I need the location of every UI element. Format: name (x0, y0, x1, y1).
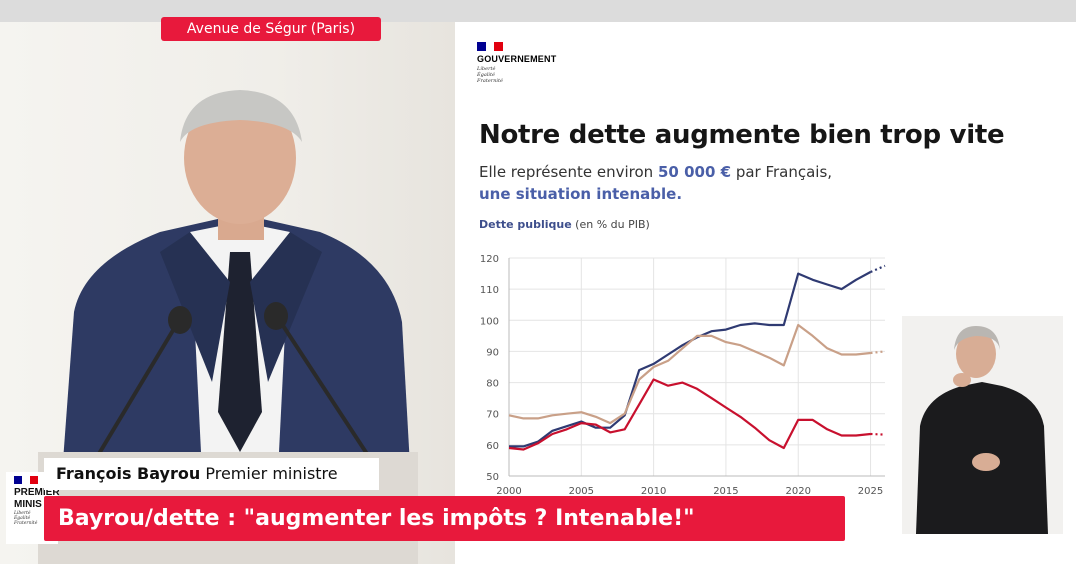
series-line-3 (508, 378, 871, 451)
slide-title: Notre dette augmente bien trop vite (479, 120, 1005, 150)
y-tick-label: 50 (486, 472, 499, 483)
series-projection-1 (870, 264, 886, 274)
debt-per-person: 50 000 € (657, 163, 732, 181)
headline-banner: Bayrou/dette : "augmenter les impôts ? I… (44, 496, 845, 541)
interpreter-figure (916, 326, 1048, 534)
debt-line-chart: 50 60 70 80 90 100 110 120 2000 2005 2010 2015 2020 2… (480, 254, 886, 497)
government-motto: Liberté Égalité Fraternité (477, 66, 503, 84)
french-flag-icon (477, 42, 504, 51)
speaker-role: Premier ministre (205, 464, 338, 483)
speaker-name: François Bayrou (56, 464, 201, 483)
y-tick-label: 80 (486, 379, 499, 390)
y-tick-label: 110 (480, 285, 499, 296)
x-tick-label: 2000 (496, 486, 521, 497)
x-tick-label: 2005 (569, 486, 594, 497)
y-tick-label: 120 (480, 254, 499, 265)
speaker-figure (60, 90, 412, 504)
x-tick-label: 2020 (786, 486, 811, 497)
speaker-nameplate: François Bayrou Premier ministre (44, 458, 379, 490)
y-tick-label: 60 (486, 441, 499, 452)
subtitle-highlight: une situation intenable. (479, 185, 683, 203)
x-tick-label: 2010 (641, 486, 666, 497)
french-flag-icon (14, 476, 38, 484)
top-strip (0, 0, 1076, 22)
series-line-2 (508, 323, 871, 425)
x-tick-label: 2015 (713, 486, 738, 497)
series-projection-3 (870, 432, 886, 436)
x-tick-label: 2025 (858, 486, 883, 497)
y-tick-label: 100 (480, 316, 499, 327)
y-tick-label: 90 (486, 347, 499, 358)
y-tick-label: 70 (486, 410, 499, 421)
slide-subtitle: Elle représente environ 50 000 € par Fra… (479, 163, 833, 203)
government-name: GOUVERNEMENT (477, 54, 557, 64)
presentation-slide: GOUVERNEMENT Liberté Égalité Fraternité … (455, 22, 1076, 564)
sign-language-interpreter (902, 316, 1063, 534)
chart-label: Dette publique (en % du PIB) (479, 218, 650, 231)
location-tag: Avenue de Ségur (Paris) (161, 17, 381, 41)
series-line-1 (509, 271, 872, 448)
government-logo: GOUVERNEMENT Liberté Égalité Fraternité (477, 42, 556, 84)
